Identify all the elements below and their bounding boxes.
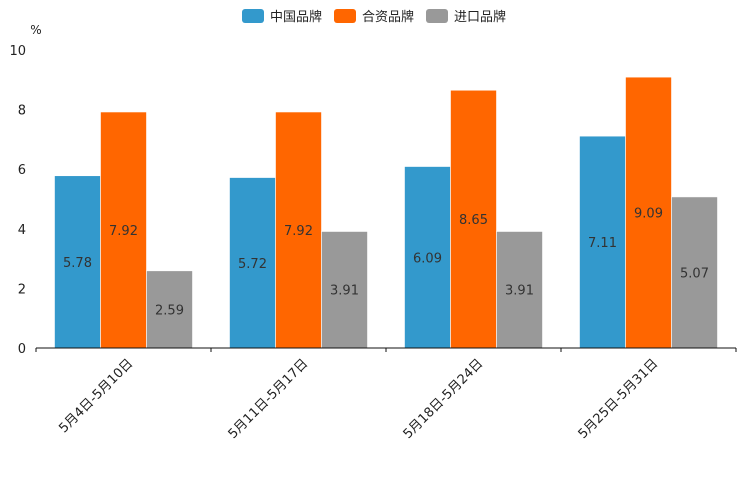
bar <box>579 135 626 349</box>
y-axis-unit-label: % <box>30 23 41 37</box>
y-tick-label: 8 <box>18 104 26 119</box>
y-tick-label: 4 <box>18 223 26 238</box>
bar <box>146 270 193 349</box>
bar <box>275 111 322 349</box>
bar-value-label: 9.09 <box>634 207 663 222</box>
bar-value-label: 3.91 <box>505 284 534 299</box>
x-tick-label: 5月18日-5月24日 <box>401 356 487 442</box>
bar-value-label: 6.09 <box>413 251 442 266</box>
y-tick-label: 0 <box>18 342 26 357</box>
x-tick-label: 5月25日-5月31日 <box>576 356 662 442</box>
bar-value-label: 7.11 <box>588 236 617 251</box>
x-tick-label: 5月4日-5月10日 <box>56 356 136 436</box>
legend: 中国品牌 合资品牌 进口品牌 <box>242 9 506 25</box>
bar <box>229 177 276 349</box>
bars: 5.78 7.92 2.59 5.72 7.92 3.91 6.09 8.65 3.91 7.11… <box>54 76 718 349</box>
legend-label: 中国品牌 <box>270 9 322 25</box>
bar-value-label: 5.72 <box>238 257 267 272</box>
y-tick-label: 6 <box>18 163 26 178</box>
bar <box>321 231 368 349</box>
bar-value-label: 7.92 <box>284 224 313 239</box>
legend-label: 合资品牌 <box>362 9 414 25</box>
bar <box>450 89 497 349</box>
bar <box>100 111 147 349</box>
bar-value-label: 5.78 <box>63 256 92 271</box>
x-tick-label: 5月11日-5月17日 <box>226 356 312 442</box>
y-tick-label: 2 <box>18 282 26 297</box>
x-axis: 5月4日-5月10日 5月11日-5月17日 5月18日-5月24日 5月25日-5月… <box>35 347 737 442</box>
bar-value-label: 8.65 <box>459 213 488 228</box>
bar-value-label: 3.91 <box>330 284 359 299</box>
legend-swatch <box>334 9 356 23</box>
y-axis: 0 2 4 6 8 10 <box>9 44 26 357</box>
bar-value-label: 2.59 <box>155 303 184 318</box>
bar-value-label: 7.92 <box>109 224 138 239</box>
bar <box>54 175 101 349</box>
legend-swatch <box>426 9 448 23</box>
legend-swatch <box>242 9 264 23</box>
bar <box>671 196 718 349</box>
legend-label: 进口品牌 <box>454 9 506 25</box>
bar-value-label: 5.07 <box>680 266 709 281</box>
y-tick-label: 10 <box>9 44 26 59</box>
